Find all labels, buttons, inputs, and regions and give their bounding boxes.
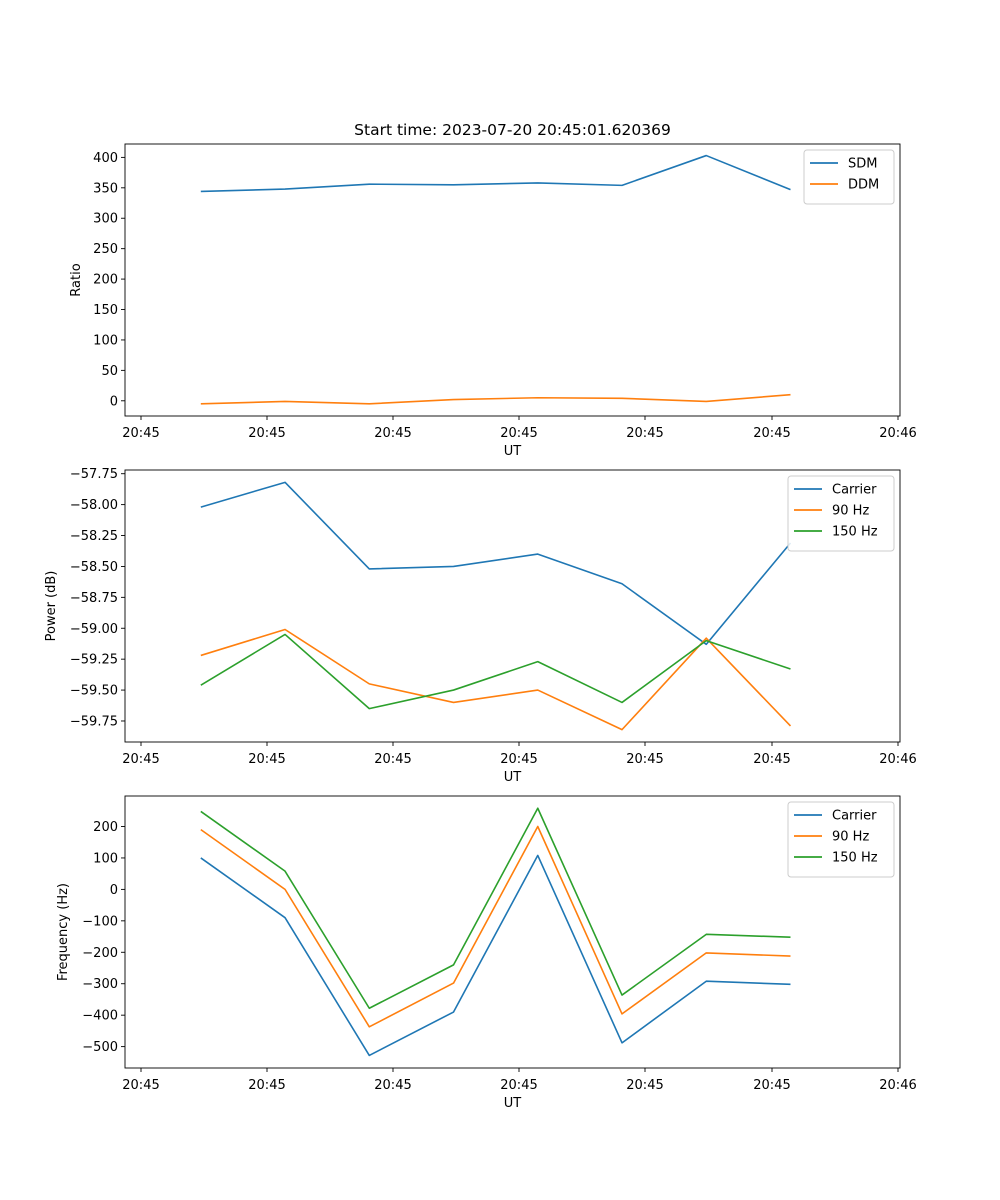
x-tick-label: 20:45 bbox=[122, 752, 159, 767]
legend: Carrier 90 Hz 150 Hz bbox=[787, 475, 895, 552]
y-tick-label: −58.25 bbox=[70, 529, 118, 544]
x-tick-label: 20:45 bbox=[753, 752, 790, 767]
chart-panel-2: −59.75 −59.50 −59.25 −59.00 −58.75 −58.50 −58.… bbox=[44, 467, 917, 785]
legend-box bbox=[787, 801, 895, 878]
y-tick-label: 100 bbox=[93, 333, 118, 348]
y-tick-label: −400 bbox=[82, 1009, 118, 1024]
y-tick-label: −200 bbox=[82, 946, 118, 961]
x-tick-label: 20:45 bbox=[500, 752, 537, 767]
y-axis-label: Ratio bbox=[69, 263, 84, 296]
legend-label: Carrier bbox=[832, 809, 877, 824]
series-line-90-hz bbox=[200, 825, 791, 1028]
y-tick-label: 400 bbox=[93, 151, 118, 166]
y-tick-label: −500 bbox=[82, 1040, 118, 1055]
series-line-150-hz bbox=[200, 633, 791, 710]
y-tick-label: 50 bbox=[101, 364, 118, 379]
y-tick-label: 0 bbox=[110, 394, 118, 409]
x-tick-label: 20:46 bbox=[879, 426, 916, 441]
x-tick-label: 20:45 bbox=[626, 1078, 663, 1093]
x-tick-label: 20:45 bbox=[500, 1078, 537, 1093]
y-tick-label: −59.25 bbox=[70, 653, 118, 668]
axes-frame bbox=[124, 795, 901, 1069]
y-tick-label: 200 bbox=[93, 273, 118, 288]
y-tick-label: 300 bbox=[93, 212, 118, 227]
chart-title: Start time: 2023-07-20 20:45:01.620369 bbox=[354, 121, 671, 139]
x-tick-label: 20:45 bbox=[122, 426, 159, 441]
y-axis-label: Power (dB) bbox=[44, 571, 59, 642]
legend-label: 150 Hz bbox=[832, 851, 878, 866]
legend-label: 150 Hz bbox=[832, 525, 878, 540]
x-tick-label: 20:45 bbox=[248, 752, 285, 767]
series-line-carrier bbox=[200, 854, 791, 1057]
axes-frame bbox=[124, 143, 901, 417]
y-axis-label: Frequency (Hz) bbox=[56, 883, 71, 981]
y-tick-label: −58.75 bbox=[70, 591, 118, 606]
series-line-ddm bbox=[200, 393, 791, 405]
y-tick-label: −300 bbox=[82, 977, 118, 992]
axes-frame bbox=[124, 469, 901, 743]
y-tick-label: 250 bbox=[93, 242, 118, 257]
y-tick-label: −58.50 bbox=[70, 560, 118, 575]
series-line-90-hz bbox=[200, 628, 792, 731]
x-axis-label: UT bbox=[504, 444, 522, 459]
x-tick-label: 20:45 bbox=[374, 426, 411, 441]
series-line-150-hz bbox=[200, 807, 791, 1010]
x-tick-label: 20:46 bbox=[879, 1078, 916, 1093]
legend-label: 90 Hz bbox=[832, 830, 869, 845]
y-tick-label: −59.50 bbox=[70, 684, 118, 699]
x-tick-label: 20:45 bbox=[626, 752, 663, 767]
chart-panel-1: Start time: 2023-07-20 20:45:01.620369 0 5… bbox=[69, 121, 917, 459]
y-tick-label: 100 bbox=[93, 851, 118, 866]
x-tick-label: 20:45 bbox=[753, 426, 790, 441]
y-tick-label: −59.00 bbox=[70, 622, 118, 637]
x-tick-label: 20:45 bbox=[500, 426, 537, 441]
x-tick-label: 20:46 bbox=[879, 752, 916, 767]
x-tick-label: 20:45 bbox=[374, 752, 411, 767]
legend-label: 90 Hz bbox=[832, 504, 869, 519]
y-tick-label: 200 bbox=[93, 820, 118, 835]
y-tick-label: 150 bbox=[93, 303, 118, 318]
legend-label: SDM bbox=[848, 157, 877, 172]
x-tick-label: 20:45 bbox=[753, 1078, 790, 1093]
x-tick-label: 20:45 bbox=[626, 426, 663, 441]
x-axis-label: UT bbox=[504, 770, 522, 785]
x-tick-label: 20:45 bbox=[122, 1078, 159, 1093]
y-tick-label: −100 bbox=[82, 914, 118, 929]
y-tick-label: 350 bbox=[93, 181, 118, 196]
series-line-sdm bbox=[200, 154, 791, 193]
chart-panel-3: −500 −400 −300 −200 −100 0 100 200 20:45 20:45 20:… bbox=[56, 795, 917, 1111]
series-line-carrier bbox=[200, 481, 792, 646]
legend-box bbox=[787, 475, 895, 552]
legend: Carrier 90 Hz 150 Hz bbox=[787, 801, 895, 878]
x-axis-label: UT bbox=[504, 1096, 522, 1111]
x-tick-label: 20:45 bbox=[248, 426, 285, 441]
x-tick-label: 20:45 bbox=[248, 1078, 285, 1093]
y-tick-label: −59.75 bbox=[70, 714, 118, 729]
y-tick-label: −58.00 bbox=[70, 498, 118, 513]
legend-label: DDM bbox=[848, 178, 879, 193]
legend: SDM DDM bbox=[803, 149, 895, 205]
y-tick-label: 0 bbox=[110, 883, 118, 898]
legend-label: Carrier bbox=[832, 483, 877, 498]
x-tick-label: 20:45 bbox=[374, 1078, 411, 1093]
y-tick-label: −57.75 bbox=[70, 467, 118, 482]
